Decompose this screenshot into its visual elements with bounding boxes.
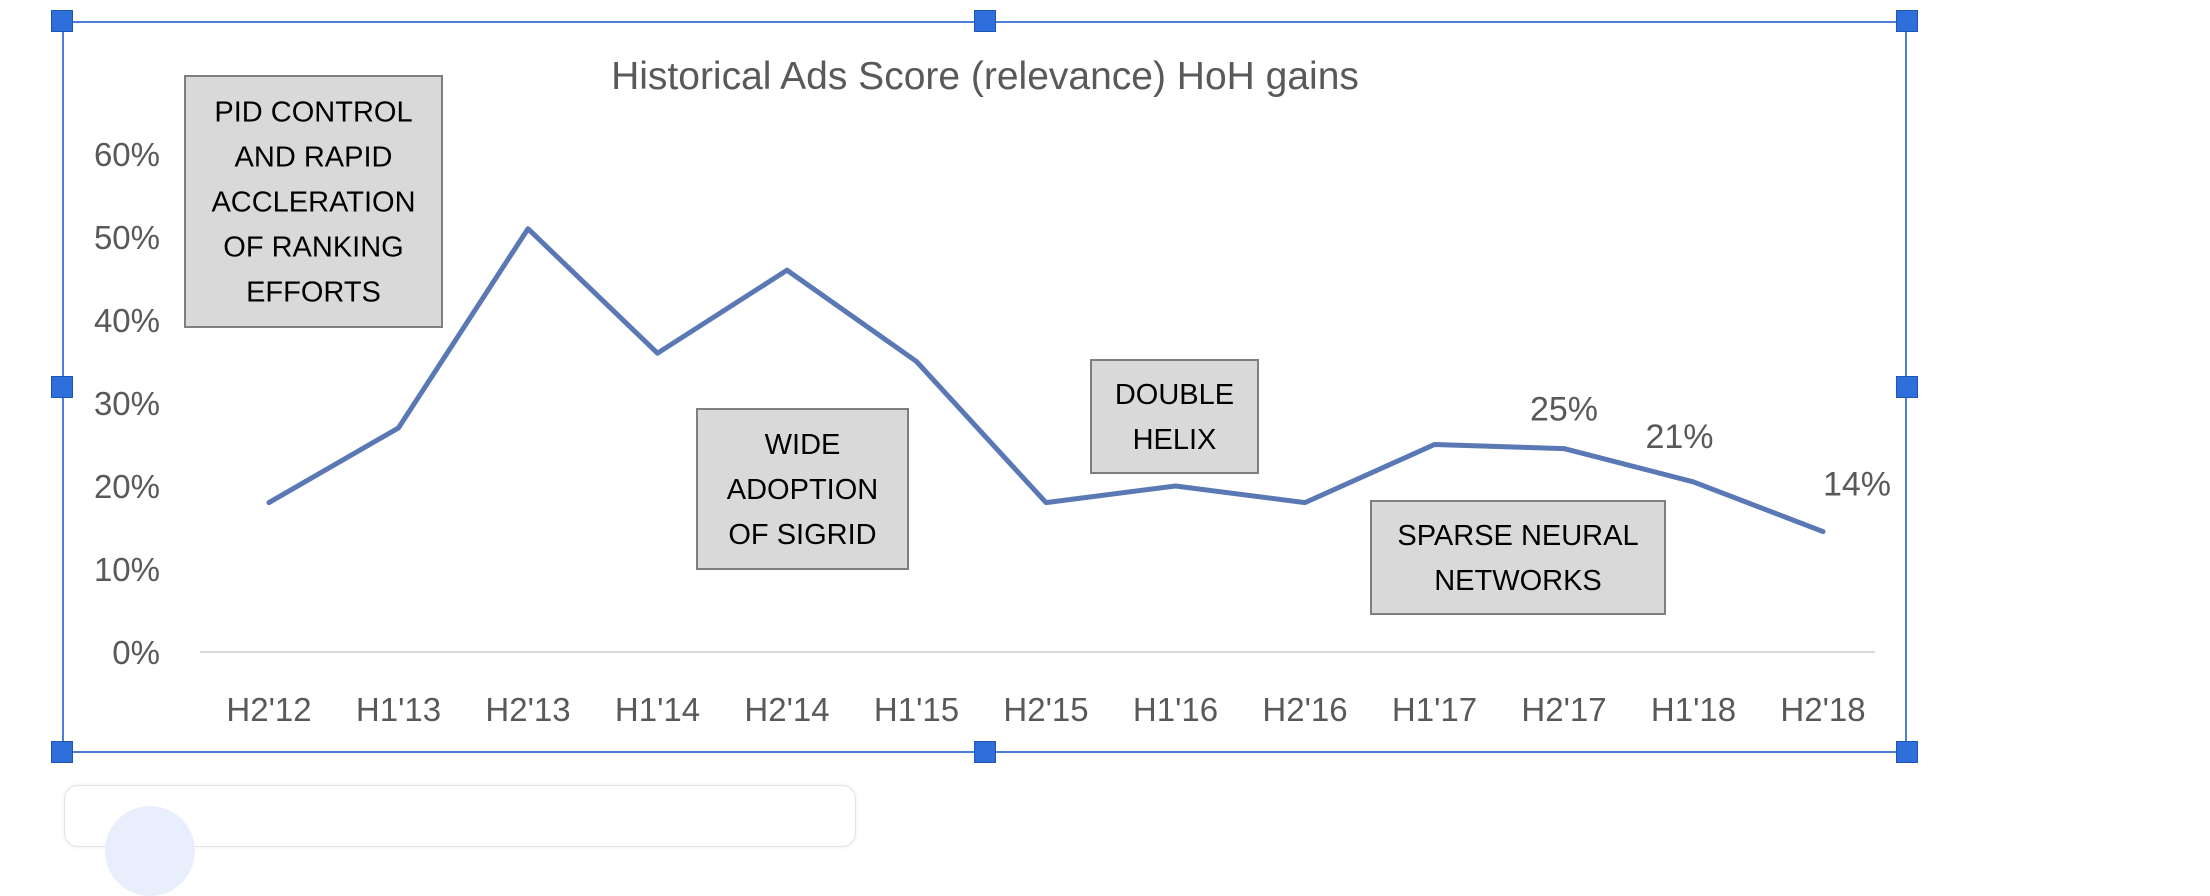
- y-tick-label: 50%: [94, 219, 160, 256]
- resize-handle-bottom-center[interactable]: [974, 741, 996, 763]
- annotation-text: ADOPTION: [727, 474, 878, 506]
- data-label: 14%: [1823, 466, 1891, 504]
- x-tick-label: H2'17: [1521, 691, 1606, 728]
- avatar: [105, 806, 195, 896]
- x-tick-label: H2'16: [1262, 691, 1347, 728]
- annotation-text: DOUBLE: [1115, 379, 1234, 411]
- annotation-text: ACCLERATION: [211, 186, 415, 218]
- x-tick-label: H2'14: [744, 691, 829, 728]
- resize-handle-middle-right[interactable]: [1896, 376, 1918, 398]
- resize-handle-bottom-left[interactable]: [51, 741, 73, 763]
- series-line: [266, 226, 1826, 535]
- y-tick-label: 30%: [94, 385, 160, 422]
- y-tick-label: 10%: [94, 551, 160, 588]
- annotation-box: SPARSE NEURAL NETWORKS: [1370, 500, 1666, 615]
- annotation-box: WIDE ADOPTION OF SIGRID: [696, 408, 909, 570]
- resize-handle-bottom-right[interactable]: [1896, 741, 1918, 763]
- x-tick-label: H2'13: [485, 691, 570, 728]
- x-tick-label: H2'12: [226, 691, 311, 728]
- resize-handle-top-right[interactable]: [1896, 10, 1918, 32]
- annotation-text: WIDE: [765, 429, 841, 461]
- annotation-text: PID CONTROL: [214, 96, 412, 128]
- resize-handle-top-center[interactable]: [974, 10, 996, 32]
- annotation-text: AND RAPID: [235, 141, 393, 173]
- resize-handle-middle-left[interactable]: [51, 376, 73, 398]
- y-tick-label: 40%: [94, 302, 160, 339]
- x-tick-label: H1'15: [874, 691, 959, 728]
- x-tick-label: H2'18: [1780, 691, 1865, 728]
- data-label: 25%: [1530, 391, 1598, 429]
- x-axis-ticks: H2'12 H1'13 H2'13 H1'14 H2'14 H1'15 H2'15 H1'16…: [226, 691, 1865, 728]
- annotation-text: HELIX: [1133, 424, 1217, 456]
- annotation-box: DOUBLE HELIX: [1090, 359, 1259, 474]
- annotation-text: OF RANKING: [223, 231, 403, 263]
- y-tick-label: 0%: [112, 634, 160, 671]
- annotation-text: SPARSE NEURAL: [1397, 520, 1638, 552]
- y-tick-label: 60%: [94, 136, 160, 173]
- x-tick-label: H1'17: [1392, 691, 1477, 728]
- x-tick-label: H1'18: [1651, 691, 1736, 728]
- data-labels: 25% 21% 14%: [1530, 391, 1891, 504]
- resize-handle-top-left[interactable]: [51, 10, 73, 32]
- annotation-text: NETWORKS: [1434, 565, 1602, 597]
- y-tick-label: 20%: [94, 468, 160, 505]
- x-tick-label: H1'14: [615, 691, 700, 728]
- x-tick-label: H1'16: [1133, 691, 1218, 728]
- x-tick-label: H2'15: [1003, 691, 1088, 728]
- data-label: 21%: [1645, 418, 1713, 456]
- annotation-text: OF SIGRID: [728, 519, 876, 551]
- annotation-text: EFFORTS: [246, 276, 381, 308]
- x-tick-label: H1'13: [356, 691, 441, 728]
- y-axis-ticks: 0% 10% 20% 30% 40% 50% 60%: [94, 136, 160, 671]
- chart-title: Historical Ads Score (relevance) HoH gai…: [611, 55, 1359, 98]
- annotations: PID CONTROL AND RAPID ACCLERATION OF RANKIN…: [184, 75, 1666, 615]
- line-chart: Historical Ads Score (relevance) HoH gai…: [94, 55, 1891, 728]
- annotation-box: PID CONTROL AND RAPID ACCLERATION OF RANKIN…: [184, 75, 443, 328]
